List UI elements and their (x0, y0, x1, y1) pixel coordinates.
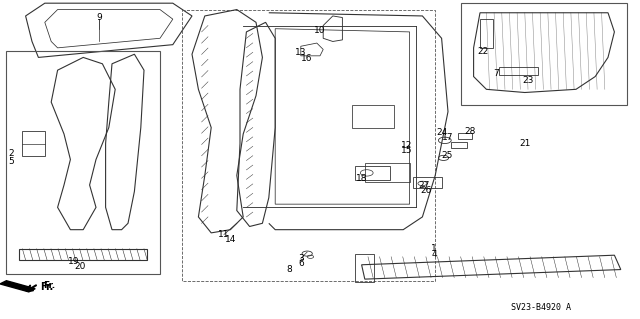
Text: 24: 24 (436, 128, 447, 137)
Text: 1: 1 (431, 244, 436, 253)
Polygon shape (0, 281, 35, 292)
Text: 17: 17 (442, 133, 454, 142)
Bar (22, 131, 45, 156)
Text: 3: 3 (298, 254, 303, 263)
Bar (499, 67, 538, 75)
Text: 21: 21 (519, 139, 531, 148)
Bar (355, 254, 374, 282)
Text: SV23-B4920 A: SV23-B4920 A (511, 303, 571, 312)
Bar (451, 142, 467, 148)
Text: 27: 27 (418, 181, 429, 189)
Text: 16: 16 (301, 54, 313, 63)
Text: 7: 7 (493, 69, 499, 78)
Bar (352, 105, 394, 128)
Text: 15: 15 (401, 146, 412, 155)
Bar (458, 133, 472, 139)
Text: Fr.: Fr. (40, 282, 53, 292)
Text: 13: 13 (295, 48, 307, 57)
Text: 18: 18 (356, 174, 367, 183)
Text: 11: 11 (218, 230, 230, 239)
Bar (461, 3, 627, 105)
Text: 22: 22 (477, 47, 489, 56)
Text: 10: 10 (314, 26, 326, 35)
Text: 23: 23 (522, 76, 534, 85)
Text: 4: 4 (431, 250, 436, 259)
Text: 2: 2 (9, 149, 14, 158)
Text: Fr.: Fr. (44, 281, 56, 290)
Text: 5: 5 (9, 157, 14, 166)
Text: 19: 19 (68, 257, 79, 266)
Text: 26: 26 (420, 186, 431, 195)
Text: 6: 6 (298, 259, 303, 268)
Bar (365, 163, 410, 182)
Bar (413, 177, 442, 188)
Text: 20: 20 (74, 262, 86, 271)
Bar (6, 51, 160, 274)
Text: 25: 25 (441, 151, 452, 160)
Text: 28: 28 (465, 127, 476, 136)
Bar (355, 166, 390, 180)
Text: 9: 9 (97, 13, 102, 22)
Text: 8: 8 (287, 265, 292, 274)
Text: 14: 14 (225, 235, 236, 244)
Text: 12: 12 (401, 141, 412, 150)
